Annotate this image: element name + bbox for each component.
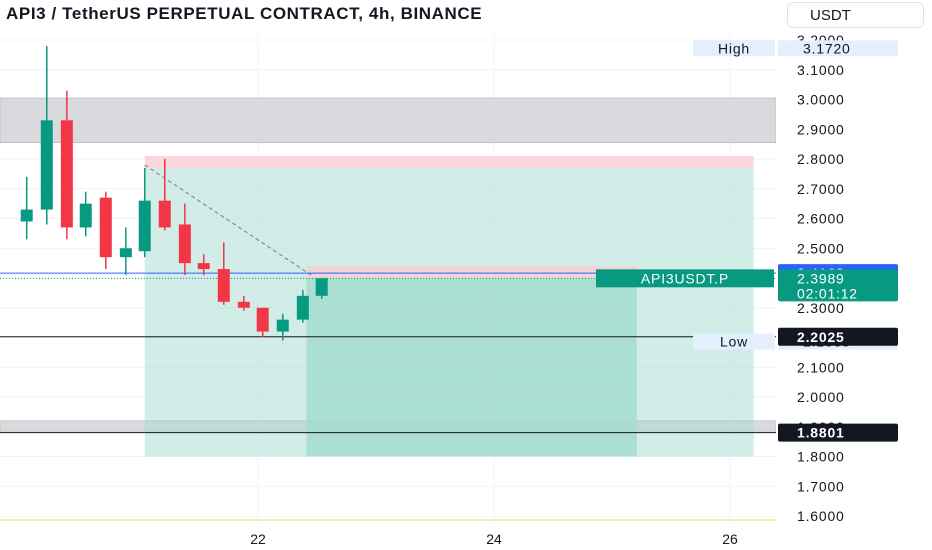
candle-body xyxy=(256,307,269,332)
candle-down xyxy=(158,159,171,231)
candle-up xyxy=(296,289,309,323)
level-price-text: 2.2025 xyxy=(797,329,845,345)
candle-body xyxy=(119,248,132,258)
candle-body xyxy=(315,278,328,296)
candle-body xyxy=(60,120,73,228)
symbol-tag-bg xyxy=(596,269,774,288)
candle-up xyxy=(315,278,328,299)
chart-title: API3 / TetherUS PERPETUAL CONTRACT, 4h, … xyxy=(6,4,483,23)
candle-body xyxy=(138,200,151,252)
currency-selector[interactable]: USDT xyxy=(787,2,924,28)
candle-body xyxy=(20,209,33,222)
price-tick-label: 1.6000 xyxy=(797,508,845,524)
price-tick-label: 2.8000 xyxy=(797,151,845,167)
stop-zone xyxy=(306,266,637,278)
candle-up xyxy=(79,191,92,237)
price-tick-label: 3.0000 xyxy=(797,92,845,108)
candle-down xyxy=(217,242,230,305)
candle-body xyxy=(276,319,289,332)
high-label: High xyxy=(718,40,750,56)
candle-body xyxy=(197,263,210,270)
time-tick-label: 24 xyxy=(486,531,502,547)
time-tick-label: 22 xyxy=(250,531,266,547)
candle-down xyxy=(178,203,191,276)
price-tick-label: 2.5000 xyxy=(797,240,845,256)
symbol-tag-text: API3USDT.P xyxy=(641,270,729,286)
price-tick-label: 2.9000 xyxy=(797,121,845,137)
price-tick-label: 2.7000 xyxy=(797,181,845,197)
last-price-text: 2.3989 xyxy=(797,270,845,286)
candle-down xyxy=(237,295,250,311)
candle-body xyxy=(296,295,309,320)
candle-body xyxy=(217,269,230,302)
candle-down xyxy=(256,307,269,338)
price-tick-label: 2.6000 xyxy=(797,211,845,227)
time-axis-bg xyxy=(0,524,776,550)
supply-zone xyxy=(0,97,776,144)
price-tick-label: 1.7000 xyxy=(797,478,845,494)
price-tick-label: 3.1000 xyxy=(797,62,845,78)
candle-up xyxy=(20,176,33,240)
candle-body xyxy=(237,301,250,308)
low-tag-bg xyxy=(693,333,775,350)
target-zone xyxy=(306,278,637,457)
price-tick-label: 1.8000 xyxy=(797,449,845,465)
candle-up xyxy=(138,167,151,258)
candle-body xyxy=(79,203,92,228)
level-price-text: 1.8801 xyxy=(797,425,845,441)
high-value: 3.1720 xyxy=(803,40,851,56)
candle-body xyxy=(40,120,53,210)
countdown-text: 02:01:12 xyxy=(797,285,858,301)
time-tick-label: 26 xyxy=(722,531,738,547)
candle-body xyxy=(99,197,112,258)
candle-up xyxy=(40,45,53,225)
candle-up xyxy=(276,313,289,341)
level-price-tag xyxy=(778,327,898,346)
candle-down xyxy=(99,191,112,270)
low-label: Low xyxy=(720,334,748,350)
candle-down xyxy=(197,254,210,276)
price-tick-label: 2.0000 xyxy=(797,389,845,405)
trend-line xyxy=(144,164,312,276)
candle-body xyxy=(178,224,191,264)
price-tick-label: 2.3000 xyxy=(797,300,845,316)
high-value-bg xyxy=(778,40,898,57)
price-tick-label: 2.1000 xyxy=(797,359,845,375)
candle-up xyxy=(119,227,132,276)
last-price-tag xyxy=(778,269,898,302)
candle-down xyxy=(60,90,73,240)
high-tag-bg xyxy=(693,40,775,57)
level-price-tag xyxy=(778,423,898,442)
plot-layer xyxy=(0,45,776,521)
stop-zone xyxy=(144,156,754,168)
candle-body xyxy=(158,200,171,228)
high: High 3.1720 xyxy=(693,40,898,57)
